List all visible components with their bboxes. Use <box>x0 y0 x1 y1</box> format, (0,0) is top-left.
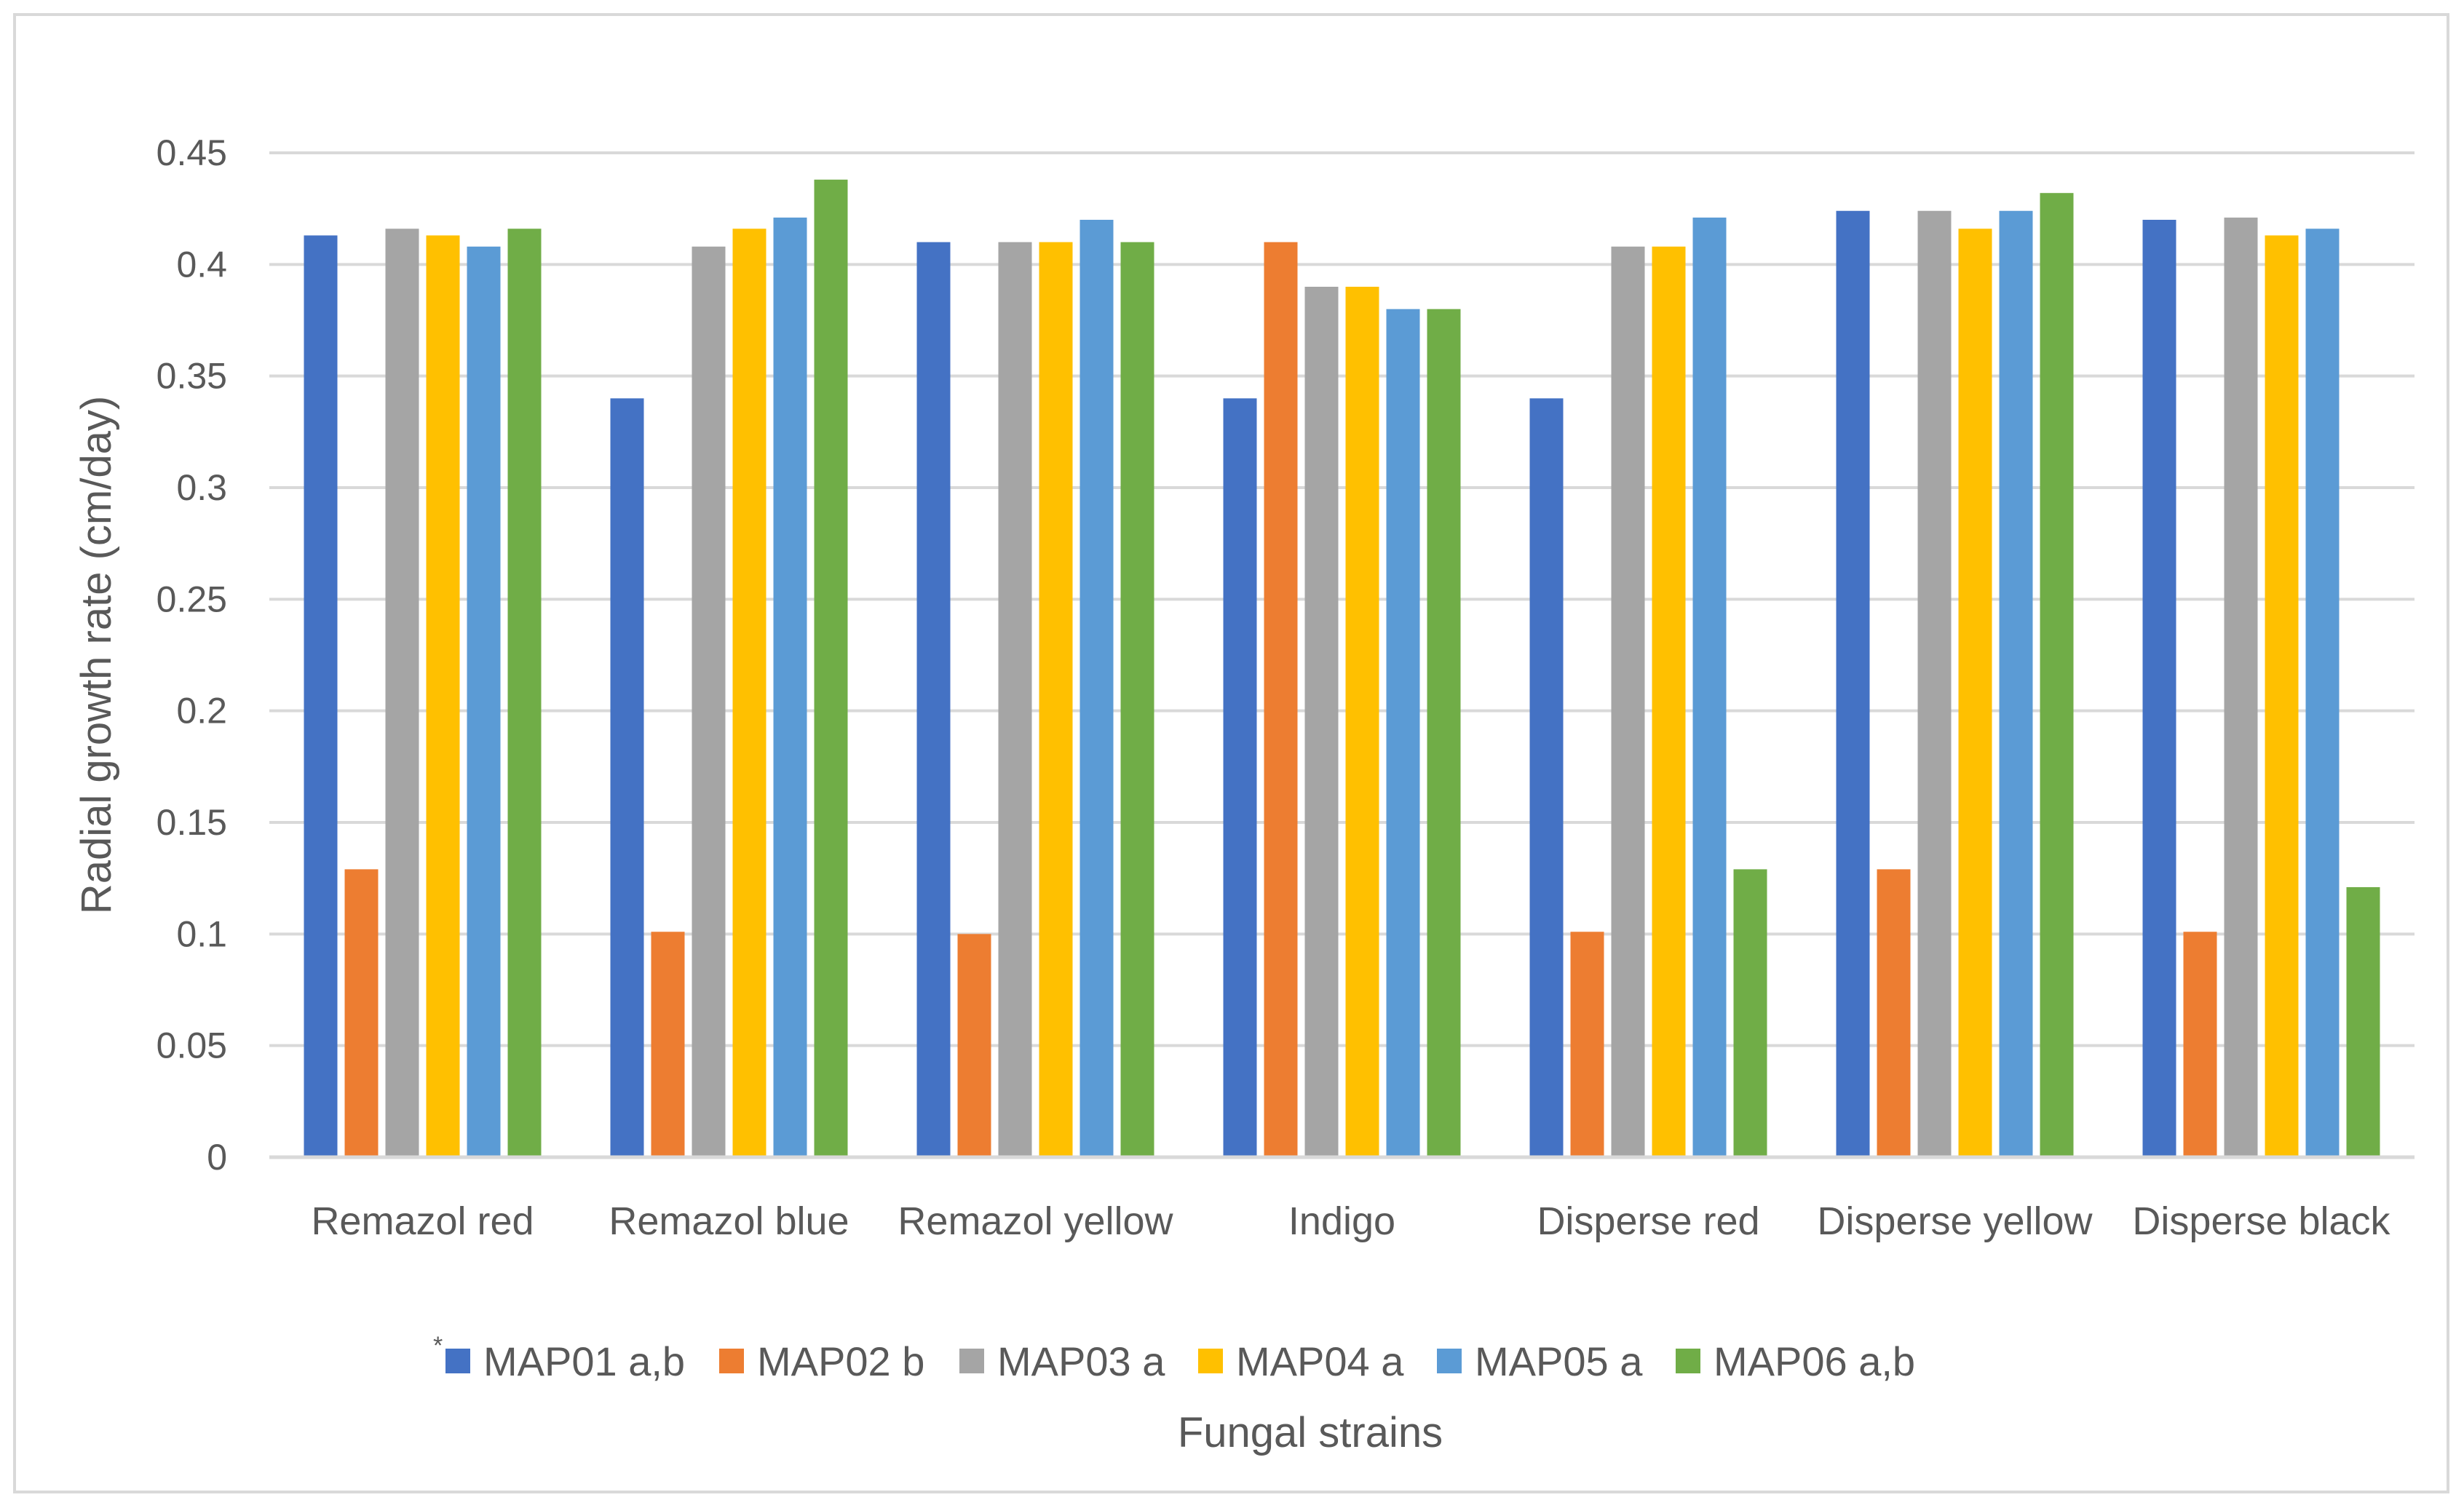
bar-map05-disperse-yellow <box>1999 210 2033 1157</box>
bar-map05-remazol-blue <box>773 217 807 1157</box>
bar-map04-disperse-red <box>1652 246 1686 1157</box>
gridlines <box>269 151 2415 1047</box>
bar-map01-disperse-yellow <box>1836 210 1870 1157</box>
bar-map05-remazol-red <box>467 246 501 1157</box>
legend-swatch <box>1198 1349 1223 1373</box>
bar-map01-remazol-red <box>304 235 338 1157</box>
bar-map02-remazol-yellow <box>957 934 991 1157</box>
bar-map02-disperse-black <box>2183 932 2217 1157</box>
bar-map04-disperse-black <box>2265 235 2299 1157</box>
bar-map01-remazol-yellow <box>916 242 951 1158</box>
y-axis-title: Radial growth rate (cm/day) <box>73 396 120 914</box>
x-category-label: Remazol red <box>311 1199 534 1243</box>
bar-map03-remazol-red <box>385 229 419 1158</box>
bar-map05-disperse-black <box>2305 229 2340 1158</box>
bar-map03-disperse-red <box>1611 246 1645 1157</box>
bar-map03-disperse-yellow <box>1917 210 1952 1157</box>
bar-map03-remazol-blue <box>692 246 726 1157</box>
legend: MAP01 a,b MAP02 b MAP03 a MAP04 a MAP05 a MAP… <box>445 1338 1915 1384</box>
bar-map04-remazol-red <box>426 235 460 1157</box>
bar-map04-indigo <box>1345 287 1379 1157</box>
bar-map06-remazol-blue <box>814 179 848 1157</box>
legend-swatch <box>1676 1349 1700 1373</box>
x-axis-title: Fungal strains <box>1178 1409 1443 1456</box>
bar-map06-remazol-red <box>507 229 542 1158</box>
legend-label: MAP04 a <box>1236 1338 1404 1384</box>
bar-map06-indigo <box>1427 309 1461 1158</box>
legend-label: MAP03 a <box>997 1338 1165 1384</box>
y-tick-label: 0.25 <box>157 579 227 619</box>
bar-map06-disperse-red <box>1733 869 1767 1157</box>
bar-map01-disperse-black <box>2142 220 2176 1157</box>
bars <box>304 179 2380 1158</box>
bar-map02-indigo <box>1264 242 1298 1158</box>
y-tick-label: 0.3 <box>176 467 227 508</box>
x-category-label: Disperse yellow <box>1817 1199 2093 1243</box>
legend-label: MAP01 a,b <box>483 1338 685 1384</box>
bar-map06-disperse-black <box>2346 886 2380 1157</box>
bar-map04-remazol-yellow <box>1039 242 1073 1158</box>
x-category-label: Indigo <box>1288 1199 1395 1243</box>
legend-marker: * <box>433 1332 443 1360</box>
y-tick-label: 0 <box>207 1137 227 1178</box>
bar-map03-disperse-black <box>2224 217 2258 1157</box>
legend-swatch <box>445 1349 470 1373</box>
legend-swatch <box>959 1349 984 1373</box>
legend-swatch <box>719 1349 744 1373</box>
x-category-label: Remazol yellow <box>898 1199 1173 1243</box>
x-category-label: Disperse red <box>1537 1199 1759 1243</box>
bar-map01-disperse-red <box>1529 398 1564 1158</box>
bar-map04-disperse-yellow <box>1958 229 1992 1158</box>
bar-map06-disperse-yellow <box>2040 193 2074 1158</box>
y-tick-label: 0.45 <box>157 132 227 173</box>
x-axis-categories: Remazol red Remazol blue Remazol yellow Ind… <box>311 1199 2390 1243</box>
bar-map02-remazol-blue <box>651 932 685 1157</box>
y-tick-label: 0.4 <box>176 244 227 285</box>
bar-map02-remazol-red <box>344 869 379 1157</box>
y-tick-label: 0.35 <box>157 356 227 397</box>
legend-swatch <box>1437 1349 1462 1373</box>
bar-map02-disperse-yellow <box>1877 869 1911 1157</box>
bar-map04-remazol-blue <box>732 229 766 1158</box>
x-category-label: Remazol blue <box>609 1199 849 1243</box>
bar-map01-remazol-blue <box>610 398 644 1158</box>
legend-label: MAP02 b <box>757 1338 924 1384</box>
chart-frame <box>13 13 2449 1493</box>
x-category-label: Disperse black <box>2132 1199 2390 1243</box>
y-tick-label: 0.05 <box>157 1025 227 1066</box>
bar-map03-remazol-yellow <box>998 242 1032 1158</box>
y-tick-label: 0.1 <box>176 913 227 954</box>
y-tick-label: 0.2 <box>176 691 227 731</box>
legend-label: MAP06 a,b <box>1714 1338 1915 1384</box>
bar-map03-indigo <box>1304 287 1339 1157</box>
y-tick-label: 0.15 <box>157 802 227 843</box>
y-axis-ticks: 0 0.05 0.1 0.15 0.2 0.25 0.3 0.35 0.4 0.45 <box>157 132 227 1178</box>
bar-map06-remazol-yellow <box>1120 242 1154 1158</box>
bar-map01-indigo <box>1223 398 1257 1158</box>
bar-map02-disperse-red <box>1570 932 1604 1157</box>
bar-map05-disperse-red <box>1692 217 1727 1157</box>
legend-label: MAP05 a <box>1475 1338 1643 1384</box>
bar-map05-remazol-yellow <box>1080 220 1114 1157</box>
bar-map05-indigo <box>1386 309 1420 1158</box>
